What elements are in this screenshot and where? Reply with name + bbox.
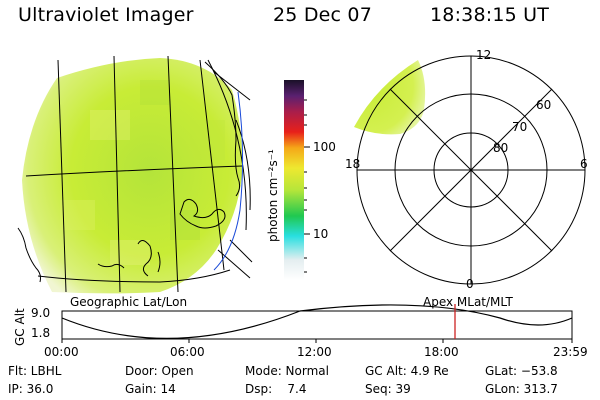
image-edge-lines [207, 59, 253, 279]
mlt-label-12: 12 [476, 48, 492, 62]
altitude-xtick-0000: 00:00 [44, 345, 79, 359]
geo-grid [25, 55, 243, 293]
altitude-ytick-9: 9.0 [31, 306, 51, 320]
status-ip: IP: 36.0 [8, 382, 54, 396]
status-flt: Flt: LBHL [8, 364, 62, 378]
altitude-xtick-0600: 06:00 [170, 345, 205, 359]
status-gain: Gain: 14 [125, 382, 176, 396]
altitude-xtick-2359: 23:59 [553, 345, 588, 359]
instrument-title: Ultraviolet Imager [18, 4, 194, 26]
colorbar-ticks [304, 99, 310, 273]
polar-plot [354, 55, 586, 285]
colorbar-tick-10: 10 [313, 227, 329, 241]
status-glon: GLon: 313.7 [485, 382, 558, 396]
coastlines [17, 61, 241, 283]
colorbar [284, 80, 304, 280]
status-door: Door: Open [125, 364, 194, 378]
status-glat: GLat: −53.8 [485, 364, 558, 378]
lat-label-60: 60 [536, 98, 552, 112]
altitude-ytick-1.8: 1.8 [31, 326, 51, 340]
mlt-label-0: 0 [466, 277, 474, 291]
time-label: 18:38:15 UT [430, 4, 550, 26]
altitude-xtick-1200: 12:00 [297, 345, 332, 359]
geographic-caption: Geographic Lat/Lon [70, 295, 188, 309]
altitude-chart [61, 304, 573, 343]
colorbar-tick-100: 100 [313, 140, 336, 154]
status-mode: Mode: Normal [245, 364, 329, 378]
date-label: 25 Dec 07 [273, 4, 372, 26]
colorbar-unit-label: photon cm⁻²s⁻¹ [266, 149, 280, 242]
mlt-label-6: 6 [580, 157, 588, 171]
lat-label-70: 70 [512, 120, 528, 134]
geographic-image [22, 58, 243, 294]
apex-caption: Apex MLat/MLT [423, 295, 513, 309]
lat-label-80: 80 [493, 141, 509, 155]
status-dsp: Dsp: 7.4 [245, 382, 307, 396]
altitude-ylabel: GC Alt [13, 308, 27, 346]
mlt-label-18: 18 [345, 157, 361, 171]
status-seq: Seq: 39 [365, 382, 411, 396]
altitude-xtick-1800: 18:00 [424, 345, 459, 359]
status-gc-alt: GC Alt: 4.9 Re [365, 364, 449, 378]
